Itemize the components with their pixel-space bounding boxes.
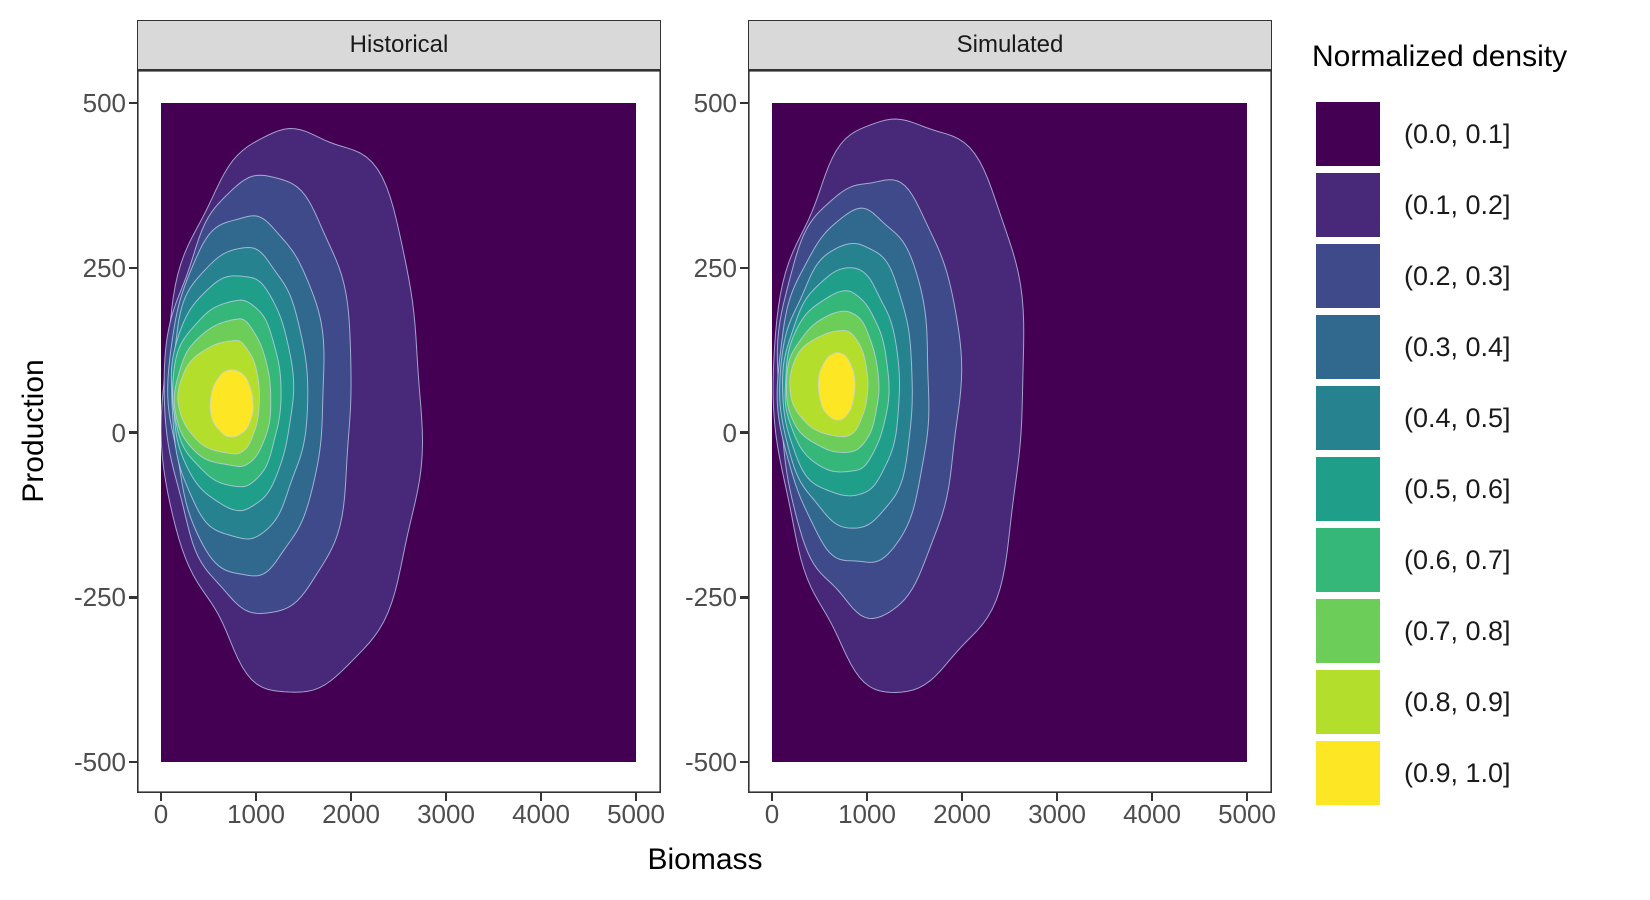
x-tick-label: 2000: [322, 799, 380, 829]
legend-entry: (0.0, 0.1]: [1312, 102, 1567, 166]
legend-label: (0.4, 0.5]: [1404, 403, 1511, 433]
panel-border: [137, 70, 661, 793]
legend-entry: (0.6, 0.7]: [1312, 528, 1567, 592]
legend-entry: (0.7, 0.8]: [1312, 599, 1567, 663]
legend-entry: (0.9, 1.0]: [1312, 741, 1567, 805]
legend-label: (0.9, 1.0]: [1404, 758, 1511, 788]
x-tick-label: 0: [153, 799, 169, 829]
facet-strip-simulated: Simulated: [748, 20, 1272, 70]
legend-label: (0.2, 0.3]: [1404, 261, 1511, 291]
x-tick-label: 0: [764, 799, 780, 829]
x-tick-mark: [1245, 793, 1249, 801]
legend-label: (0.1, 0.2]: [1404, 190, 1511, 220]
legend-entries: (0.0, 0.1] (0.1, 0.2] (0.2, 0.3] (0.3, 0.4]…: [1312, 102, 1567, 805]
legend: Normalized density (0.0, 0.1] (0.1, 0.2](…: [1312, 40, 1567, 812]
legend-swatch: [1316, 102, 1380, 166]
y-tick-mark: [129, 101, 137, 105]
facet-strip-historical-label: Historical: [349, 31, 449, 58]
y-tick-mark: [740, 266, 748, 269]
legend-entry: (0.2, 0.3]: [1312, 244, 1567, 308]
x-axis-title: Biomass: [647, 843, 763, 876]
legend-swatch: [1316, 599, 1380, 663]
y-tick-mark: [129, 596, 137, 599]
y-tick-label: -500: [73, 747, 126, 777]
legend-label: (0.7, 0.8]: [1404, 616, 1511, 646]
panel-border: [748, 70, 1272, 793]
legend-entry: (0.1, 0.2]: [1312, 173, 1567, 237]
x-tick-label: 5000: [607, 799, 665, 829]
density-plot-historical: [137, 70, 661, 793]
legend-swatch: [1316, 315, 1380, 379]
y-tick-mark: [740, 431, 748, 434]
legend-entry: (0.5, 0.6]: [1312, 457, 1567, 521]
x-tick-mark: [539, 793, 543, 801]
y-tick-label: 0: [111, 417, 126, 448]
x-tick-label: 1000: [227, 799, 285, 829]
density-plot-simulated: [748, 70, 1272, 793]
legend-entry: (0.8, 0.9]: [1312, 670, 1567, 734]
x-tick-mark: [960, 793, 964, 801]
x-tick-mark: [770, 793, 774, 801]
x-tick-label: 4000: [512, 799, 570, 829]
x-tick-mark: [1055, 793, 1059, 801]
y-tick-label: 250: [693, 252, 737, 283]
legend-title: Normalized density: [1312, 40, 1568, 73]
x-tick-mark: [159, 793, 163, 801]
y-tick-label: 250: [82, 252, 126, 283]
y-tick-mark: [740, 101, 748, 105]
legend-label: (0.5, 0.6]: [1404, 474, 1511, 504]
x-tick-label: 4000: [1123, 799, 1181, 829]
legend-label: (0.0, 0.1]: [1404, 119, 1511, 149]
legend-entry: (0.4, 0.5]: [1312, 386, 1567, 450]
legend-label: (0.6, 0.7]: [1404, 545, 1511, 575]
x-tick-label: 3000: [417, 799, 475, 829]
y-tick-label: -250: [73, 582, 126, 613]
facet-strip-simulated-label: Simulated: [956, 31, 1064, 58]
legend-label: (0.3, 0.4]: [1404, 332, 1511, 362]
x-tick-label: 1000: [838, 799, 896, 829]
density-band: [817, 352, 856, 421]
x-tick-mark: [349, 793, 353, 801]
x-tick-mark: [254, 793, 258, 801]
y-tick-label: 500: [82, 88, 126, 118]
legend-swatch: [1316, 173, 1380, 237]
x-tick-label: 3000: [1028, 799, 1086, 829]
legend-swatch: [1316, 670, 1380, 734]
density-band: [209, 369, 254, 438]
x-tick-mark: [444, 793, 448, 801]
legend-swatch: [1316, 457, 1380, 521]
legend-swatch: [1316, 528, 1380, 592]
x-tick-label: 2000: [933, 799, 991, 829]
x-tick-mark: [1150, 793, 1154, 801]
legend-swatch: [1316, 386, 1380, 450]
y-tick-label: 0: [722, 417, 737, 448]
y-tick-label: 500: [693, 88, 737, 118]
y-tick-label: -250: [684, 582, 737, 613]
y-tick-mark: [740, 760, 748, 764]
legend-swatch: [1316, 244, 1380, 308]
legend-entry: (0.3, 0.4]: [1312, 315, 1567, 379]
legend-swatch: [1316, 741, 1380, 805]
x-tick-label: 5000: [1218, 799, 1276, 829]
facet-strip-historical: Historical: [137, 20, 661, 70]
x-tick-mark: [634, 793, 638, 801]
legend-label: (0.8, 0.9]: [1404, 687, 1511, 717]
y-tick-mark: [129, 266, 137, 269]
y-tick-mark: [740, 596, 748, 599]
y-tick-mark: [129, 760, 137, 764]
y-tick-label: -500: [684, 747, 737, 777]
x-tick-mark: [865, 793, 869, 801]
y-tick-mark: [129, 431, 137, 434]
